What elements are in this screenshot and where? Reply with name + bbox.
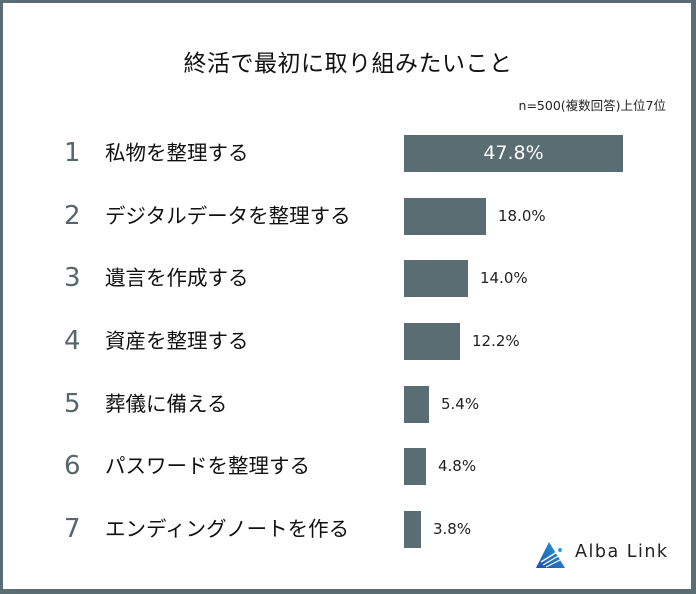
alba-link-triangle-logo-icon xyxy=(536,542,565,568)
bar xyxy=(404,511,421,548)
rank-number: 3 xyxy=(64,263,81,293)
rank-number: 6 xyxy=(64,451,81,481)
value-label: 4.8% xyxy=(438,457,477,475)
rank-number: 5 xyxy=(64,389,81,419)
value-label: 14.0% xyxy=(480,269,528,287)
value-label: 3.8% xyxy=(433,520,472,538)
bar-row-2: 2 デジタルデータを整理する 18.0% xyxy=(0,198,696,235)
bar xyxy=(404,386,429,423)
chart-title: 終活で最初に取り組みたいこと xyxy=(183,51,513,77)
bar xyxy=(404,135,623,172)
value-label: 12.2% xyxy=(472,332,520,350)
category-label: 私物を整理する xyxy=(105,141,249,165)
category-label: エンディングノートを作る xyxy=(105,517,350,541)
value-label: 47.8% xyxy=(483,142,544,164)
bar xyxy=(404,448,426,485)
bar-row-6: 6 パスワードを整理する 4.8% xyxy=(0,448,696,485)
rank-number: 2 xyxy=(64,201,81,231)
bar xyxy=(404,260,468,297)
bar-row-3: 3 遺言を作成する 14.0% xyxy=(0,260,696,297)
value-label: 18.0% xyxy=(498,207,546,225)
bar xyxy=(404,198,486,235)
value-label: 5.4% xyxy=(441,395,480,413)
category-label: デジタルデータを整理する xyxy=(105,204,351,228)
category-label: 遺言を作成する xyxy=(105,266,249,290)
bar-row-5: 5 葬儀に備える 5.4% xyxy=(0,386,696,423)
bar xyxy=(404,323,460,360)
rank-number: 1 xyxy=(64,138,81,168)
bar-row-4: 4 資産を整理する 12.2% xyxy=(0,323,696,360)
rank-number: 7 xyxy=(64,514,81,544)
bar-row-7: 7 エンディングノートを作る 3.8% xyxy=(0,511,696,548)
category-label: 葬儀に備える xyxy=(105,392,228,416)
rank-number: 4 xyxy=(64,326,81,356)
bar-row-1: 1 私物を整理する 47.8% xyxy=(0,135,696,172)
logo-text: Alba Link xyxy=(575,542,669,562)
category-label: パスワードを整理する xyxy=(105,454,310,478)
category-label: 資産を整理する xyxy=(105,329,249,353)
sample-note: n=500(複数回答)上位7位 xyxy=(518,98,666,113)
